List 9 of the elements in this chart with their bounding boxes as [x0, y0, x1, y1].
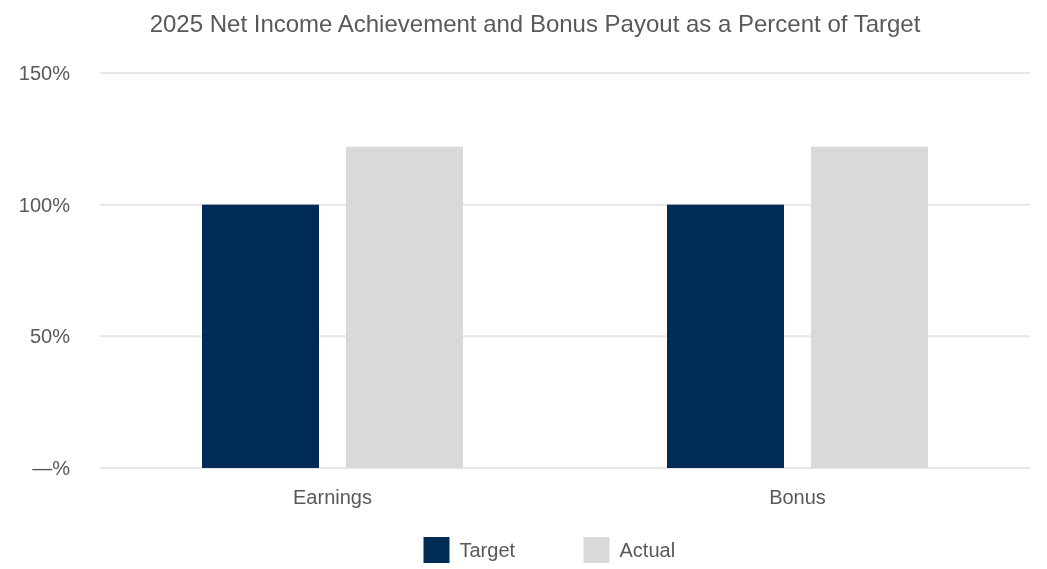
x-tick-label: Earnings — [293, 486, 372, 508]
y-tick-label: —% — [32, 457, 71, 479]
y-tick-label: 150% — [18, 62, 71, 84]
chart-title: 2025 Net Income Achievement and Bonus Payout as a Percent of Target — [149, 10, 921, 37]
legend-label: Target — [459, 539, 516, 561]
x-tick-label: Bonus — [769, 486, 826, 508]
legend-label: Actual — [619, 539, 676, 561]
y-tick-label: 100% — [18, 193, 71, 216]
y-tick-label: 50% — [29, 325, 71, 348]
